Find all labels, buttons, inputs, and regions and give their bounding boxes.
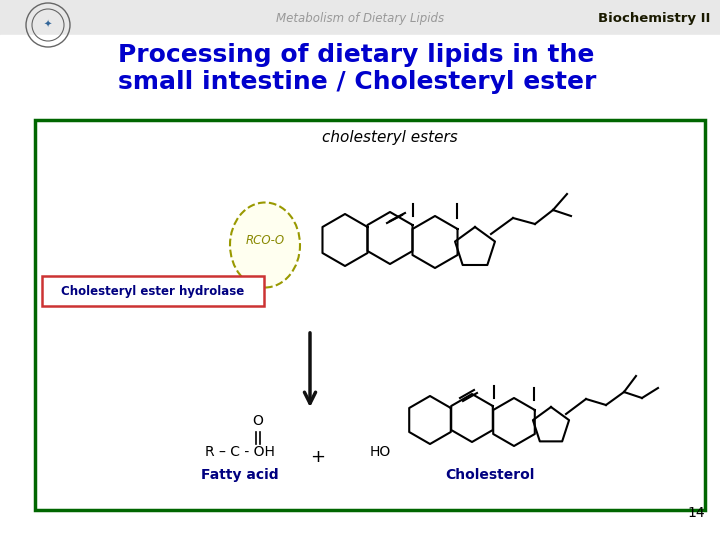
Text: HO: HO <box>370 445 391 459</box>
Text: 14: 14 <box>688 506 705 520</box>
Text: O: O <box>253 414 264 428</box>
Bar <box>0 35 720 540</box>
FancyBboxPatch shape <box>35 120 705 510</box>
Ellipse shape <box>230 202 300 287</box>
Text: Fatty acid: Fatty acid <box>201 468 279 482</box>
Text: +: + <box>310 448 325 466</box>
FancyBboxPatch shape <box>42 276 264 306</box>
Text: Biochemistry II: Biochemistry II <box>598 12 710 25</box>
Text: R – C - OH: R – C - OH <box>205 445 275 459</box>
Bar <box>0 0 720 35</box>
Text: ✦: ✦ <box>44 20 52 30</box>
Text: Metabolism of Dietary Lipids: Metabolism of Dietary Lipids <box>276 12 444 25</box>
Text: Cholesterol: Cholesterol <box>445 468 535 482</box>
Text: Processing of dietary lipids in the: Processing of dietary lipids in the <box>118 43 595 67</box>
Text: Cholesteryl ester hydrolase: Cholesteryl ester hydrolase <box>61 285 245 298</box>
Text: RCO-O: RCO-O <box>246 233 284 246</box>
Text: small intestine / Cholesteryl ester: small intestine / Cholesteryl ester <box>118 70 596 94</box>
Text: cholesteryl esters: cholesteryl esters <box>322 130 458 145</box>
